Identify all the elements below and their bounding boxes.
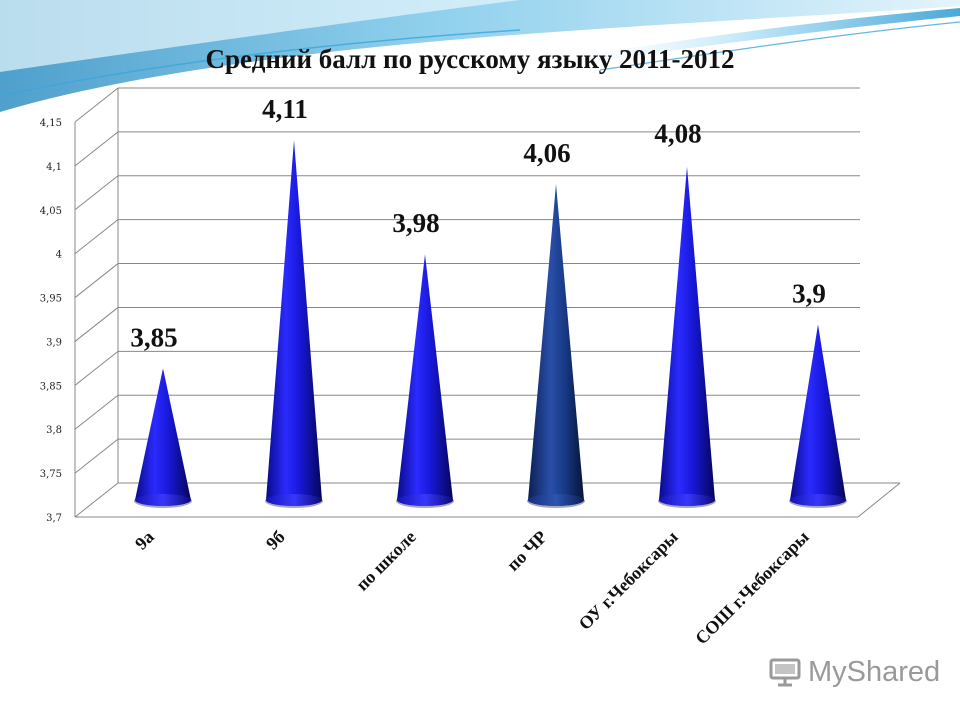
gridline-diagonal bbox=[74, 438, 119, 474]
data-label: 3,85 bbox=[130, 322, 177, 352]
y-tick-labels: 3,7 3,75 3,8 3,85 3,9 3,95 4 4,05 4,1 4,15 bbox=[40, 118, 62, 524]
y-tick-label: 4,1 bbox=[46, 162, 62, 173]
gridline-diagonal bbox=[74, 87, 119, 123]
x-tick-label: 9б bbox=[262, 527, 289, 554]
x-tick-label: ОУ г.Чебоксары bbox=[575, 527, 682, 634]
x-tick-label: по ЧР bbox=[503, 527, 551, 575]
gridline-diagonal bbox=[74, 394, 119, 430]
x-tick-label: 9а bbox=[131, 527, 158, 554]
gridline-diagonal bbox=[74, 482, 119, 518]
chart-title: Средний балл по русскому языку 2011-2012 bbox=[205, 44, 735, 74]
gridline-diagonal bbox=[74, 131, 119, 167]
cone-bar bbox=[134, 368, 192, 508]
cones bbox=[134, 140, 847, 508]
x-tick-label: СОШ г.Чебоксары bbox=[691, 527, 813, 649]
watermark: MyShared bbox=[768, 652, 940, 692]
watermark-text: MyShared bbox=[808, 655, 941, 688]
data-label: 3,9 bbox=[792, 278, 826, 308]
gridline-diagonal bbox=[74, 175, 119, 211]
cone-bar bbox=[658, 166, 716, 508]
data-label: 4,11 bbox=[262, 94, 308, 124]
gridlines bbox=[74, 87, 860, 518]
header-swoosh bbox=[0, 0, 960, 112]
y-tick-label: 3,7 bbox=[46, 513, 62, 524]
x-tick-labels: 9а 9б по школе по ЧР ОУ г.Чебоксары СОШ г.Чеб… bbox=[131, 527, 813, 649]
data-labels: 3,85 4,11 3,98 4,06 4,08 3,9 bbox=[130, 94, 826, 352]
gridline-diagonal bbox=[74, 219, 119, 255]
gridline-diagonal bbox=[74, 350, 119, 386]
cone-bar bbox=[265, 140, 323, 508]
floor-right-edge bbox=[857, 482, 901, 518]
y-tick-label: 4,15 bbox=[40, 118, 62, 129]
presentation-screen-icon bbox=[769, 658, 801, 687]
x-tick-label: по школе bbox=[352, 527, 420, 595]
data-label: 3,98 bbox=[392, 208, 439, 238]
y-tick-label: 4 bbox=[56, 250, 62, 261]
y-tick-label: 4,05 bbox=[40, 206, 62, 217]
y-tick-label: 3,8 bbox=[46, 425, 62, 436]
y-tick-label: 3,85 bbox=[40, 381, 62, 392]
data-label: 4,06 bbox=[523, 138, 570, 168]
y-tick-label: 3,9 bbox=[46, 337, 62, 348]
y-tick-label: 3,95 bbox=[40, 294, 62, 305]
cone-bar bbox=[527, 184, 585, 508]
data-label: 4,08 bbox=[654, 118, 701, 148]
gridline-diagonal bbox=[74, 307, 119, 342]
gridline-diagonal bbox=[74, 263, 119, 298]
cone-bar bbox=[789, 324, 847, 508]
cone-bar bbox=[396, 254, 454, 508]
axes bbox=[74, 88, 901, 518]
y-tick-label: 3,75 bbox=[40, 469, 62, 480]
